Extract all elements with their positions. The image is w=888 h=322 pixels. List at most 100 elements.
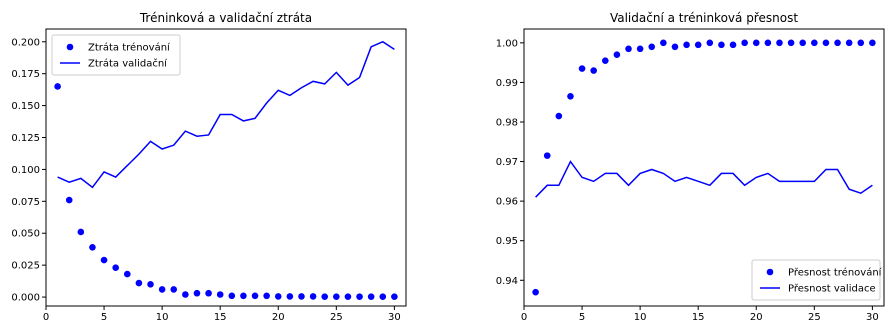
data-point	[65, 196, 73, 204]
data-point	[135, 279, 143, 287]
data-point	[170, 286, 178, 293]
y-tick-label: 0.125	[11, 133, 40, 144]
series-line	[57, 40, 395, 189]
chart-2: Validační a tréninková přesnost 0.94 0.95 0…	[496, 11, 885, 322]
y-tick-label: 0.200	[11, 37, 40, 48]
data-point	[274, 293, 282, 300]
data-point	[112, 264, 119, 272]
series-line	[535, 160, 873, 198]
x-tick-label: 0	[43, 312, 49, 322]
data-point	[741, 39, 748, 47]
x-tick-label: 25	[808, 312, 821, 322]
data-point	[567, 92, 574, 100]
data-point	[822, 39, 830, 47]
data-point	[625, 45, 632, 53]
data-point	[367, 293, 375, 300]
chart-title: Validační a tréninková přesnost	[610, 11, 798, 25]
legend-point-swatch	[766, 268, 774, 276]
data-point	[251, 292, 259, 300]
legend: Ztráta trénování Ztráta validační	[51, 34, 181, 76]
chart-title: Tréninková a validační ztráta	[139, 11, 312, 25]
legend-label: Přesnost validace	[788, 283, 876, 295]
y-tick-label: 0.100	[11, 165, 40, 176]
y-tick-label: 0.98	[496, 117, 518, 128]
data-point	[379, 293, 387, 300]
legend-box	[751, 259, 881, 301]
data-point	[228, 292, 236, 300]
data-point	[193, 289, 201, 297]
legend-label: Ztráta trénování	[88, 42, 171, 54]
plot-frame	[523, 28, 885, 307]
data-point	[578, 65, 586, 72]
y-tick-label: 0.050	[11, 229, 40, 240]
data-point	[216, 291, 224, 298]
x-tick-label: 25	[330, 312, 343, 322]
data-point	[613, 51, 621, 59]
plot-frame	[45, 28, 407, 307]
data-point	[799, 39, 807, 47]
data-point	[532, 288, 539, 296]
data-point	[671, 43, 679, 51]
data-point	[694, 41, 702, 49]
data-point	[263, 292, 270, 300]
data-point	[834, 39, 841, 47]
data-point	[718, 41, 725, 49]
data-point	[706, 39, 714, 47]
y-tick-label: 0.97	[496, 157, 518, 168]
data-point	[590, 67, 597, 74]
data-point	[123, 270, 131, 278]
data-point	[857, 39, 865, 47]
data-point	[391, 293, 398, 300]
y-tick-label: 0.96	[496, 197, 518, 208]
data-point	[147, 280, 154, 288]
y-tick-label: 0.150	[11, 101, 40, 112]
data-point	[555, 112, 563, 120]
legend-label: Ztráta validační	[88, 58, 168, 70]
x-tick-label: 0	[521, 312, 527, 322]
x-tick-label: 20	[750, 312, 763, 322]
data-point	[205, 289, 212, 297]
data-point	[54, 83, 61, 90]
x-tick-label: 10	[634, 312, 647, 322]
x-tick-label: 30	[388, 312, 401, 322]
data-point	[356, 293, 363, 300]
y-tick-label: 0.94	[496, 276, 518, 287]
data-point	[333, 293, 340, 300]
data-point	[286, 293, 294, 300]
y-tick-label: 0.025	[11, 261, 40, 272]
legend: Přesnost trénování Přesnost validace	[751, 259, 883, 301]
chart-1: Tréninková a validační ztráta 0.000 0.025 0…	[11, 11, 407, 322]
data-point	[764, 39, 772, 47]
data-point	[100, 256, 108, 264]
data-point	[869, 39, 876, 47]
y-tick-label: 0.99	[496, 78, 518, 89]
x-tick-label: 5	[101, 312, 107, 322]
data-point	[729, 41, 737, 49]
data-point	[648, 43, 656, 51]
x-tick-label: 30	[866, 312, 879, 322]
y-tick-label: 0.175	[11, 69, 40, 80]
data-point	[344, 293, 352, 300]
data-point	[298, 293, 305, 300]
y-tick-label: 0.075	[11, 197, 40, 208]
legend-point-swatch	[66, 43, 74, 51]
data-point	[787, 39, 795, 47]
y-tick-label: 0.000	[11, 293, 40, 304]
data-point	[845, 39, 853, 47]
data-point	[811, 39, 818, 47]
y-tick-label: 0.95	[496, 236, 518, 247]
x-tick-label: 15	[214, 312, 227, 322]
data-point	[182, 291, 189, 298]
x-tick-label: 10	[156, 312, 169, 322]
data-point	[636, 45, 644, 53]
legend-box	[51, 34, 181, 76]
data-point	[776, 39, 783, 47]
data-point	[601, 57, 609, 64]
data-point	[240, 292, 247, 300]
data-point	[77, 228, 85, 236]
x-tick-label: 15	[692, 312, 705, 322]
x-tick-label: 5	[579, 312, 585, 322]
data-point	[158, 286, 166, 293]
data-point	[543, 152, 551, 159]
